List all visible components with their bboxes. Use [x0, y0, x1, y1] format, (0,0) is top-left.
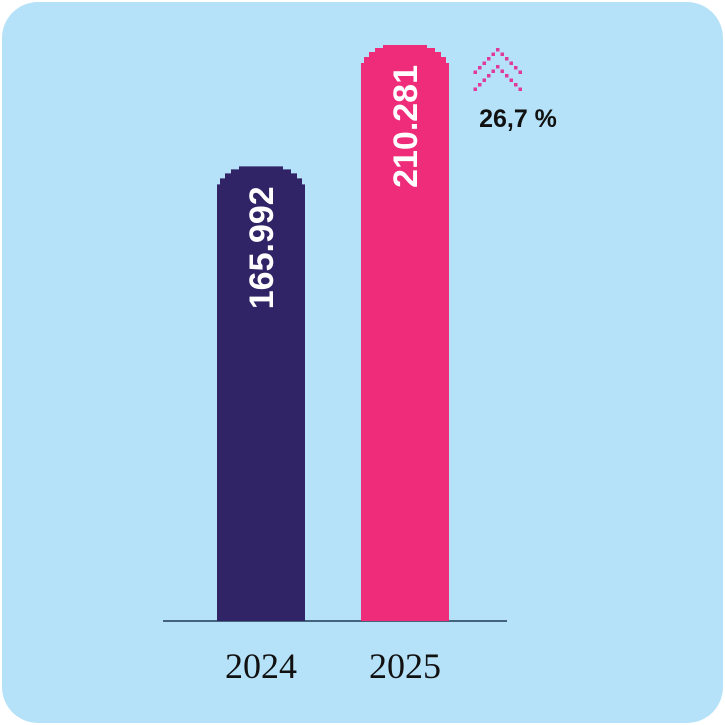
- double-chevron-up-icon: [473, 48, 522, 91]
- chevron-dot: [509, 78, 513, 82]
- chevron-dot: [518, 70, 522, 74]
- chevron-dot: [478, 83, 482, 87]
- value-label-2024: 165.992: [243, 186, 281, 309]
- chevron-dot: [518, 87, 522, 91]
- x-tick-2024: 2024: [225, 646, 297, 686]
- chevron-dot: [505, 74, 509, 78]
- chevron-dot: [514, 83, 518, 87]
- chevron-dot: [487, 74, 491, 78]
- chevron-dot: [500, 69, 504, 73]
- chevron-dot: [505, 57, 509, 61]
- chevron-dot: [478, 66, 482, 70]
- growth-percent-label: 26,7 %: [479, 105, 557, 133]
- bar-2024: [217, 166, 305, 621]
- value-label-2025: 210.281: [387, 65, 425, 188]
- chevron-dot: [482, 61, 486, 65]
- chevron-dot: [496, 65, 500, 69]
- chevron-dot: [491, 69, 495, 73]
- chevron-dot: [487, 57, 491, 61]
- chevron-dot: [514, 66, 518, 70]
- chevron-dot: [509, 61, 513, 65]
- bar-2025: [361, 45, 449, 621]
- chevron-dot: [473, 87, 477, 91]
- chevron-dot: [500, 52, 504, 56]
- chevron-dot: [473, 70, 477, 74]
- chevron-dot: [491, 52, 495, 56]
- chevron-dot: [496, 48, 500, 52]
- x-tick-2025: 2025: [369, 646, 441, 686]
- chevron-dot: [482, 78, 486, 82]
